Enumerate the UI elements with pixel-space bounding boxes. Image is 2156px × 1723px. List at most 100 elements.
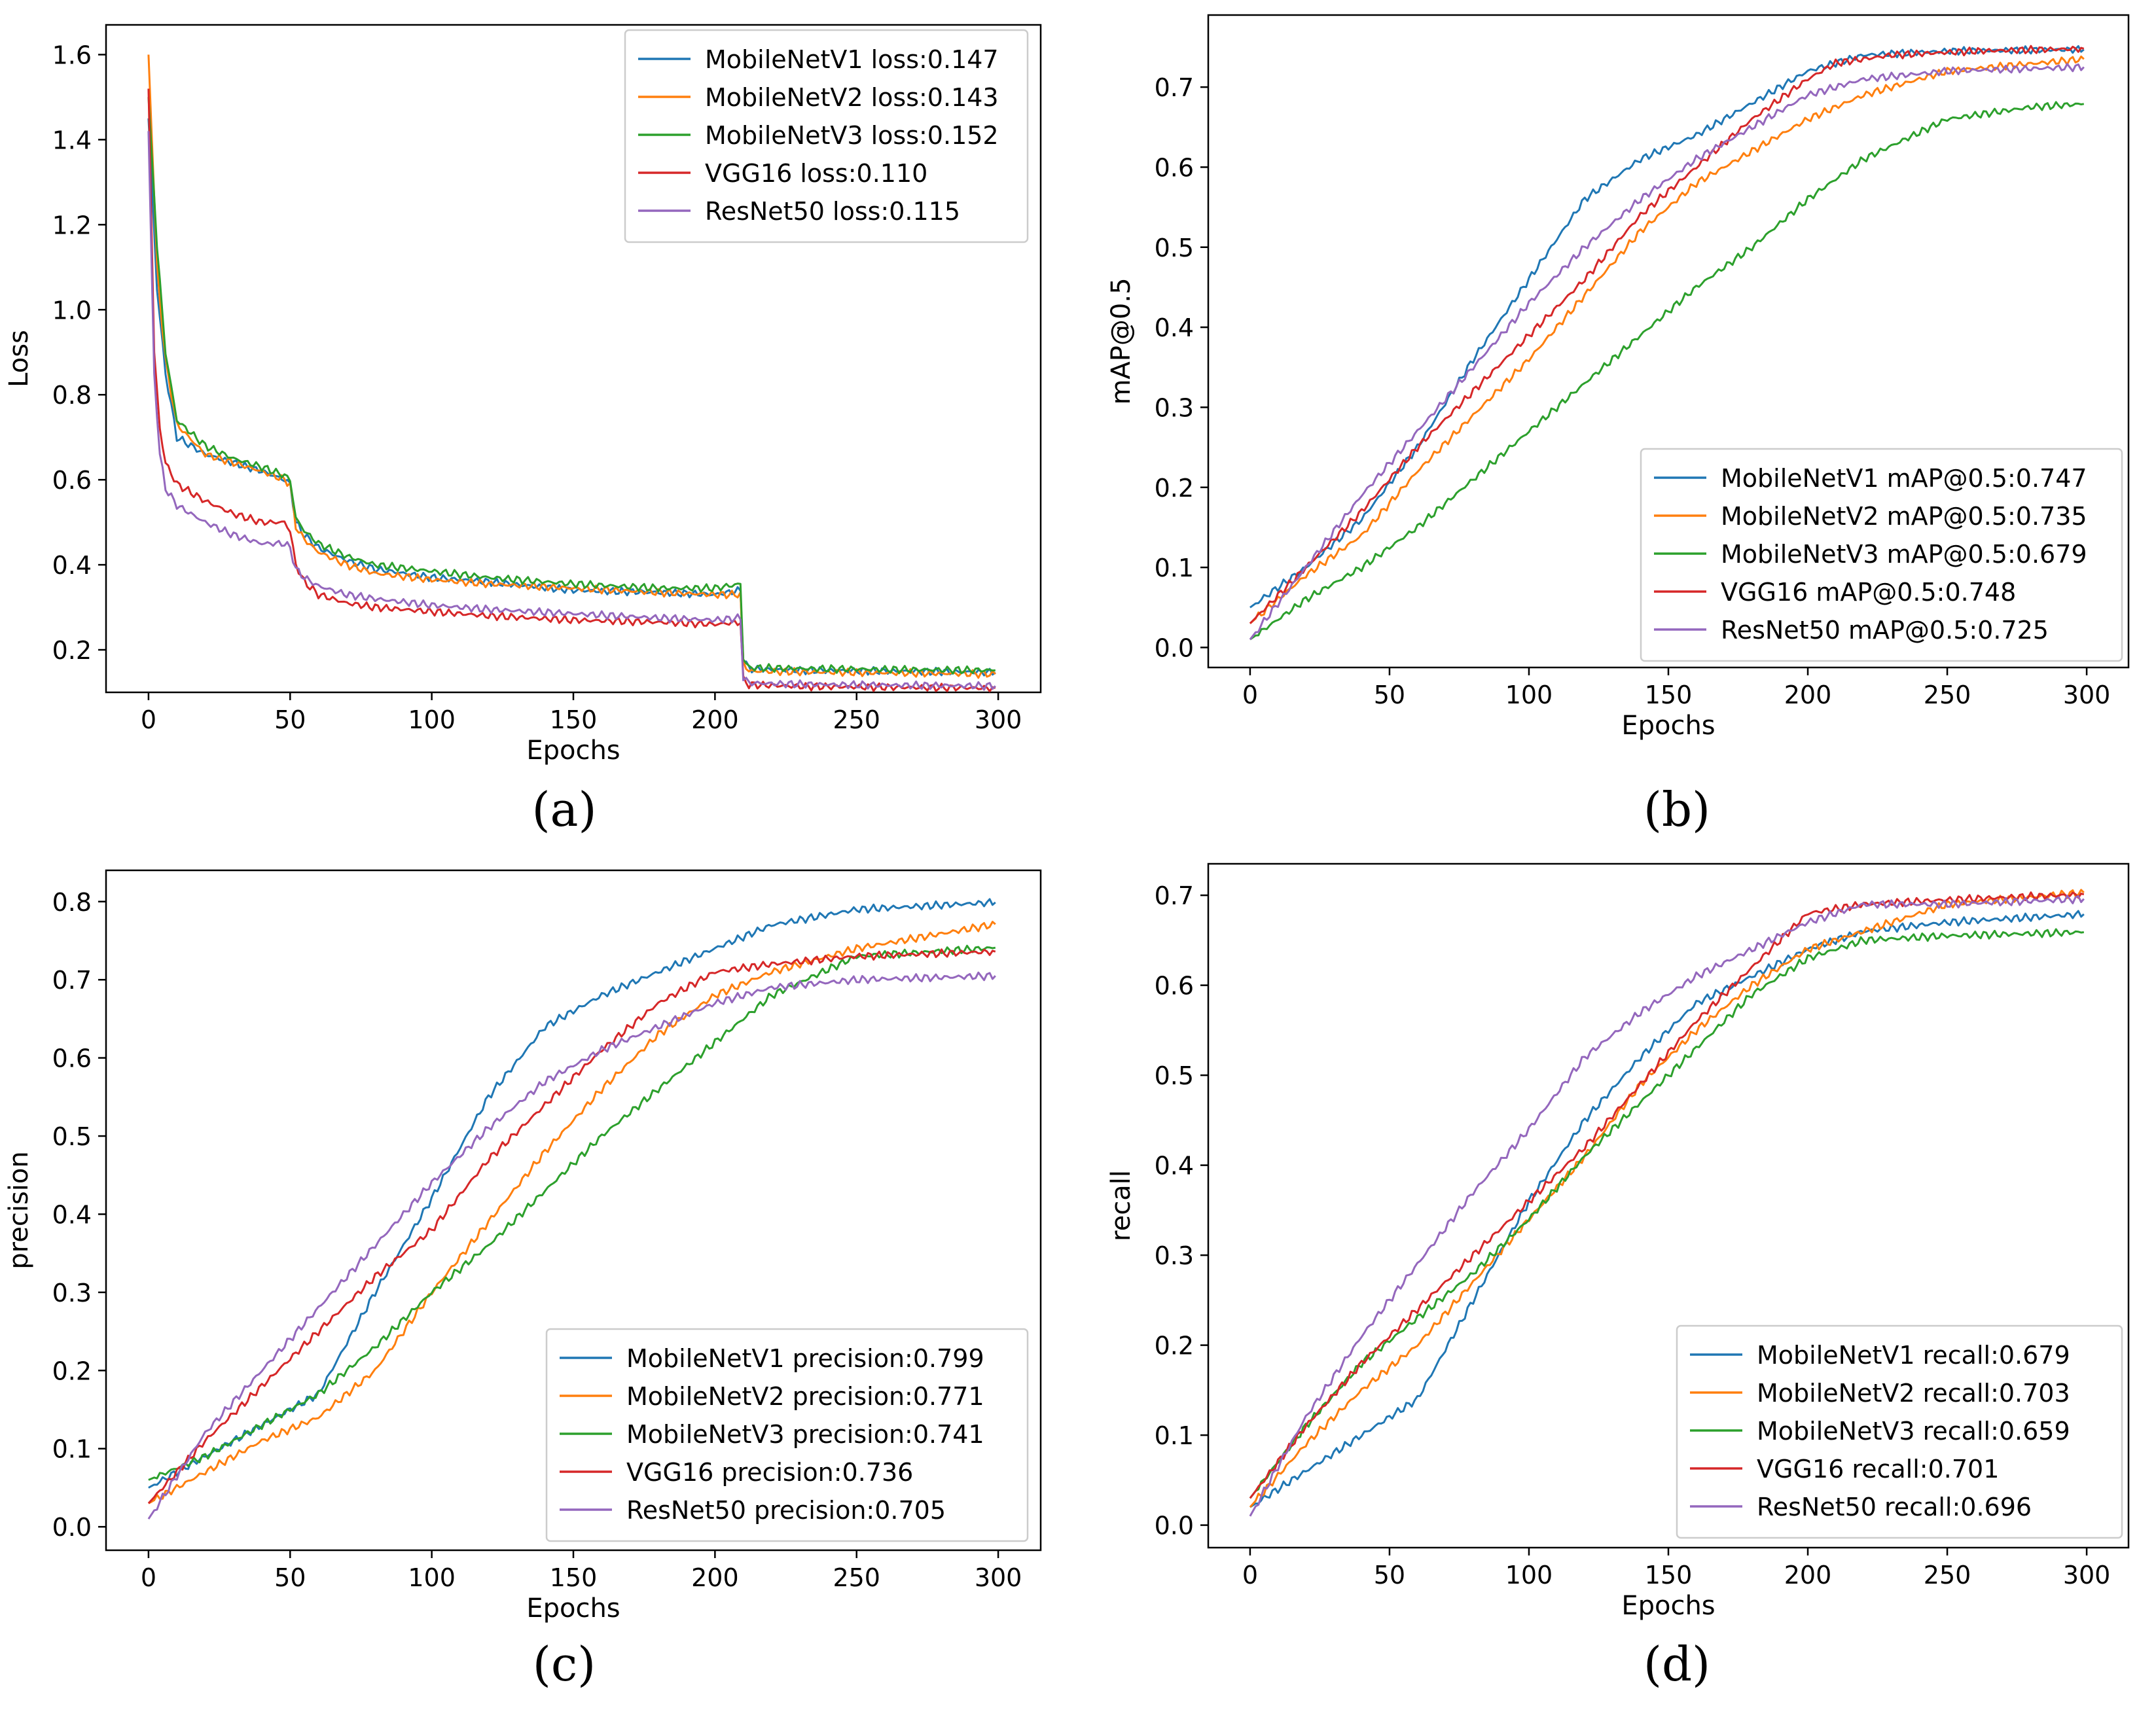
y-tick-label: 0.4 — [52, 551, 92, 580]
legend-entry-vgg16: VGG16 precision:0.736 — [626, 1458, 913, 1487]
y-tick-label: 0.2 — [52, 636, 92, 665]
legend-entry-mobilenetv2: MobileNetV2 loss:0.143 — [705, 83, 999, 112]
series-group — [147, 898, 996, 1520]
legend-box — [1676, 1324, 2123, 1539]
y-tick-label: 0.2 — [1155, 1332, 1194, 1360]
y-tick-label: 0.4 — [1155, 313, 1194, 342]
x-tick-label: 300 — [975, 1563, 1022, 1592]
x-tick-label: 200 — [691, 705, 739, 734]
y-axis-label: Loss — [4, 330, 34, 387]
y-tick-label: 0.2 — [1155, 474, 1194, 503]
chart-panel-c: 0 50 100 150 200 250 300 0.0 0.1 0.2 0.3 0.4 0.5 0.6 0… — [4, 869, 1042, 1692]
series-line-resnet50 — [1249, 895, 2085, 1517]
panel-caption: (a) — [531, 782, 596, 837]
legend-entry-mobilenetv1: MobileNetV1 precision:0.799 — [626, 1344, 984, 1373]
y-tick-label: 0.7 — [1155, 881, 1194, 910]
x-tick-label: 100 — [408, 1563, 456, 1592]
x-tick-label: 50 — [274, 1563, 306, 1592]
chart-panel-a: 0 50 100 150 200 250 300 0.2 0.4 0.6 0.8 1.0 1.2 1.4 1… — [4, 24, 1042, 837]
chart-panel-d: 0 50 100 150 200 250 300 0.0 0.1 0.2 0.3 0.4 0.5 0.6 0… — [1106, 862, 2130, 1692]
y-axis-label: recall — [1106, 1170, 1136, 1241]
x-tick-label: 250 — [1924, 681, 1971, 709]
x-tick-label: 200 — [1784, 681, 1832, 709]
legend-entry-mobilenetv1: MobileNetV1 recall:0.679 — [1757, 1341, 2070, 1370]
legend-entry-mobilenetv3: MobileNetV3 precision:0.741 — [626, 1420, 984, 1449]
legend-entry-mobilenetv1: MobileNetV1 mAP@0.5:0.747 — [1721, 464, 2087, 493]
series-line-resnet50 — [147, 971, 996, 1520]
series-line-mobilenetv1 — [148, 898, 996, 1489]
y-tick-label: 0.0 — [1155, 1512, 1194, 1540]
x-tick-label: 250 — [1924, 1561, 1971, 1590]
legend-entry-resnet50: ResNet50 precision:0.705 — [626, 1496, 946, 1525]
y-tick-label: 0.5 — [1155, 1061, 1194, 1090]
legend-box — [545, 1328, 1029, 1542]
chart-panel-b: 0 50 100 150 200 250 300 0.0 0.1 0.2 0.3 0.4 0.5 0.6 0… — [1106, 14, 2130, 837]
legend: MobileNetV1 mAP@0.5:0.747 MobileNetV2 mAP… — [1640, 448, 2123, 662]
y-tick-label: 0.0 — [1155, 633, 1194, 662]
legend-entry-mobilenetv1: MobileNetV1 loss:0.147 — [705, 45, 999, 74]
y-tick-label: 0.1 — [1155, 1421, 1194, 1450]
x-tick-label: 0 — [1242, 681, 1258, 709]
series-line-vgg16 — [1249, 44, 2085, 624]
x-tick-label: 250 — [833, 705, 880, 734]
series-group — [1249, 889, 2085, 1517]
series-line-mobilenetv3 — [147, 97, 996, 675]
x-tick-label: 50 — [274, 705, 306, 734]
series-line-mobilenetv2 — [1249, 889, 2085, 1508]
x-tick-label: 150 — [1645, 681, 1693, 709]
legend-entry-mobilenetv2: MobileNetV2 precision:0.771 — [626, 1382, 984, 1411]
legend-entry-mobilenetv2: MobileNetV2 recall:0.703 — [1757, 1379, 2070, 1408]
series-line-mobilenetv1 — [1249, 910, 2085, 1508]
x-tick-label: 0 — [1242, 1561, 1258, 1590]
y-tick-label: 1.0 — [52, 296, 92, 325]
y-tick-label: 0.3 — [52, 1279, 92, 1307]
series-line-vgg16 — [147, 88, 996, 692]
legend-entry-vgg16: VGG16 loss:0.110 — [705, 159, 927, 188]
legend-entry-mobilenetv3: MobileNetV3 loss:0.152 — [705, 121, 999, 150]
series-line-vgg16 — [147, 948, 996, 1504]
y-tick-label: 0.6 — [1155, 153, 1194, 182]
y-tick-label: 0.8 — [52, 888, 92, 917]
x-tick-label: 150 — [550, 1563, 598, 1592]
y-tick-label: 1.4 — [52, 126, 92, 154]
y-tick-label: 0.6 — [1155, 972, 1194, 1001]
panel-caption: (b) — [1644, 782, 1710, 837]
series-line-mobilenetv2 — [148, 921, 996, 1504]
y-tick-label: 0.5 — [52, 1122, 92, 1151]
y-tick-label: 1.6 — [52, 41, 92, 69]
x-tick-label: 100 — [1505, 1561, 1553, 1590]
series-line-mobilenetv3 — [1249, 101, 2085, 641]
x-tick-label: 0 — [141, 705, 156, 734]
panel-caption: (c) — [533, 1637, 596, 1692]
y-tick-label: 1.2 — [52, 211, 92, 240]
y-tick-label: 0.2 — [52, 1357, 92, 1385]
legend: MobileNetV1 precision:0.799 MobileNetV2 p… — [545, 1328, 1029, 1542]
series-line-mobilenetv2 — [1249, 55, 2085, 624]
legend-box — [624, 29, 1029, 243]
x-axis-label: Epochs — [526, 1593, 620, 1624]
y-axis-label: mAP@0.5 — [1106, 277, 1136, 404]
series-line-resnet50 — [1249, 63, 2085, 641]
legend-entry-mobilenetv2: MobileNetV2 mAP@0.5:0.735 — [1721, 502, 2087, 531]
legend: MobileNetV1 loss:0.147 MobileNetV2 loss:0… — [624, 29, 1029, 243]
series-line-mobilenetv1 — [1249, 45, 2085, 609]
y-tick-label: 0.6 — [52, 1044, 92, 1073]
y-tick-label: 0.4 — [52, 1200, 92, 1229]
y-tick-label: 0.8 — [52, 381, 92, 410]
y-axis-label: precision — [4, 1151, 34, 1269]
y-tick-label: 0.4 — [1155, 1152, 1194, 1181]
y-tick-label: 0.1 — [52, 1435, 92, 1464]
legend-entry-vgg16: VGG16 mAP@0.5:0.748 — [1721, 578, 2016, 607]
x-tick-label: 100 — [408, 705, 456, 734]
y-tick-label: 0.7 — [52, 966, 92, 995]
y-tick-label: 0.5 — [1155, 234, 1194, 262]
panel-caption: (d) — [1644, 1637, 1710, 1692]
legend-entry-resnet50: ResNet50 mAP@0.5:0.725 — [1721, 616, 2049, 645]
y-tick-label: 0.7 — [1155, 73, 1194, 102]
legend-entry-resnet50: ResNet50 recall:0.696 — [1757, 1493, 2032, 1521]
x-tick-label: 300 — [975, 705, 1022, 734]
legend-entry-mobilenetv3: MobileNetV3 mAP@0.5:0.679 — [1721, 540, 2087, 569]
y-tick-label: 0.1 — [1155, 554, 1194, 582]
x-axis-label: Epochs — [526, 736, 620, 766]
